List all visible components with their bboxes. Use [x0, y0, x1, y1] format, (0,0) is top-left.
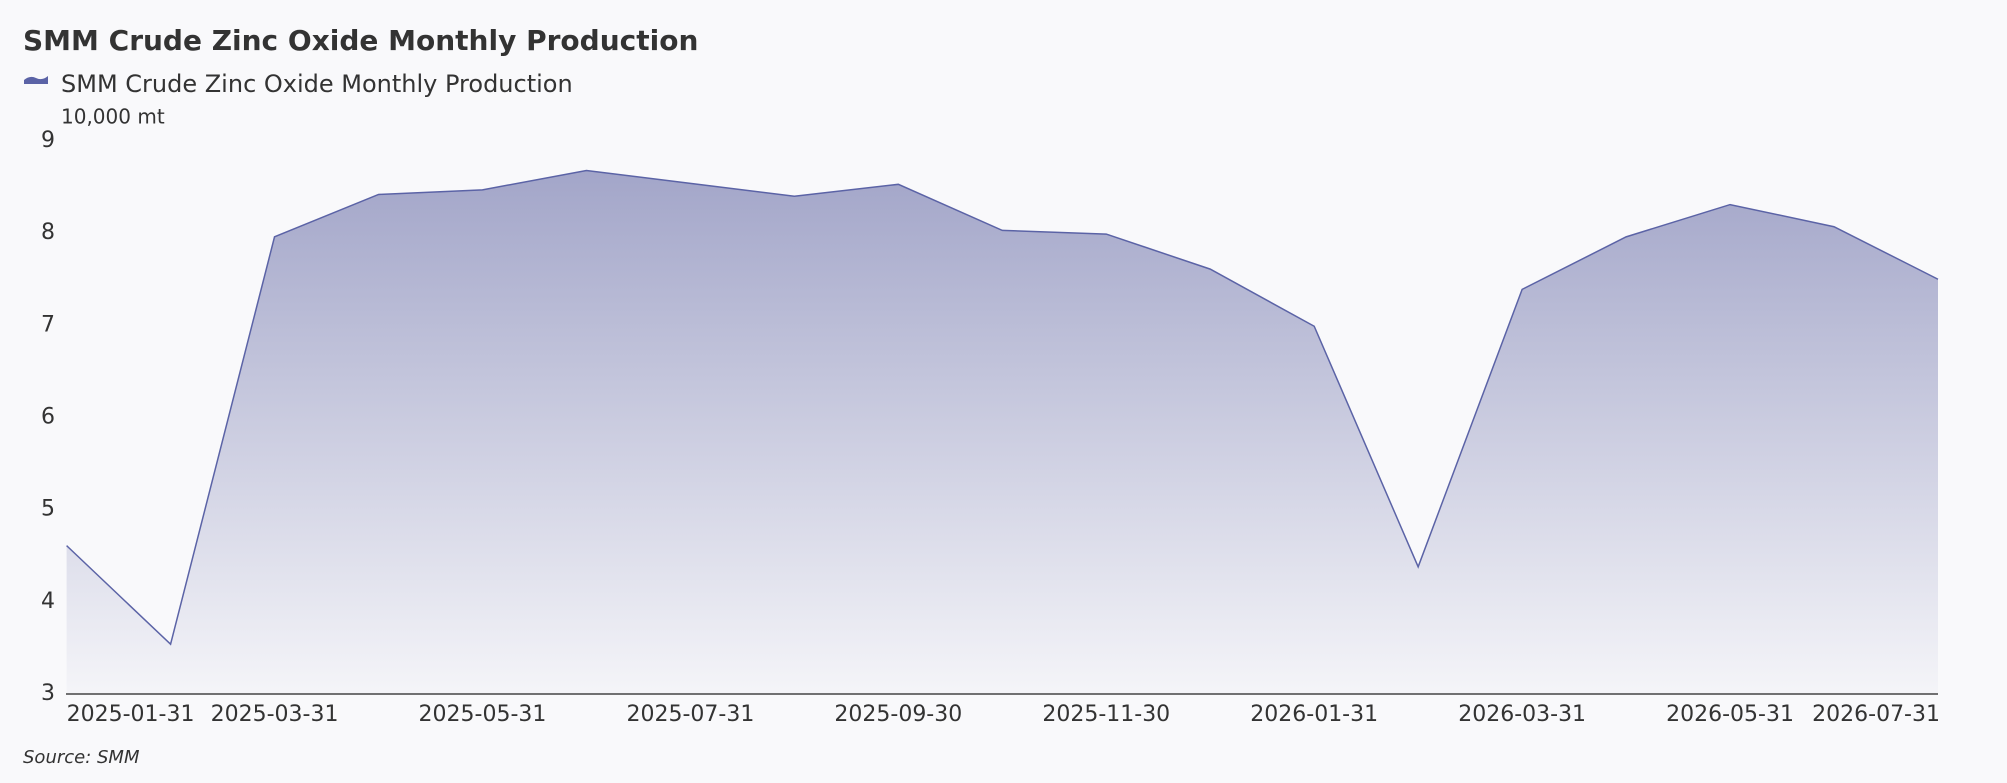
area: [66, 170, 1939, 694]
x-tick-label: 2025-09-30: [834, 702, 962, 727]
y-tick-label: 5: [41, 497, 55, 522]
y-tick-label: 3: [41, 681, 55, 706]
x-tick-label: 2026-03-31: [1458, 702, 1586, 727]
x-tick-label: 2026-05-31: [1666, 702, 1794, 727]
legend-icon: [24, 76, 48, 84]
x-tick-label: 2026-01-31: [1250, 702, 1378, 727]
y-axis-label: 10,000 mt: [61, 105, 165, 129]
y-tick-label: 9: [41, 128, 55, 153]
y-tick-label: 7: [41, 312, 55, 337]
x-tick-label: 2025-07-31: [626, 702, 754, 727]
x-tick-label: 2026-07-31: [1812, 702, 1940, 727]
y-tick-label: 4: [41, 589, 55, 614]
legend-label: SMM Crude Zinc Oxide Monthly Production: [61, 70, 573, 98]
y-tick-label: 8: [41, 220, 55, 245]
chart-title: SMM Crude Zinc Oxide Monthly Production: [23, 24, 698, 57]
x-tick-label: 2025-03-31: [211, 702, 339, 727]
line: [66, 169, 1939, 646]
source: Source: SMM: [23, 747, 140, 768]
x-tick-label: 2025-05-31: [419, 702, 547, 727]
x-tick-label: 2025-11-30: [1042, 702, 1170, 727]
x-tick-label: 2025-01-31: [67, 702, 195, 727]
y-tick-label: 6: [41, 405, 55, 430]
